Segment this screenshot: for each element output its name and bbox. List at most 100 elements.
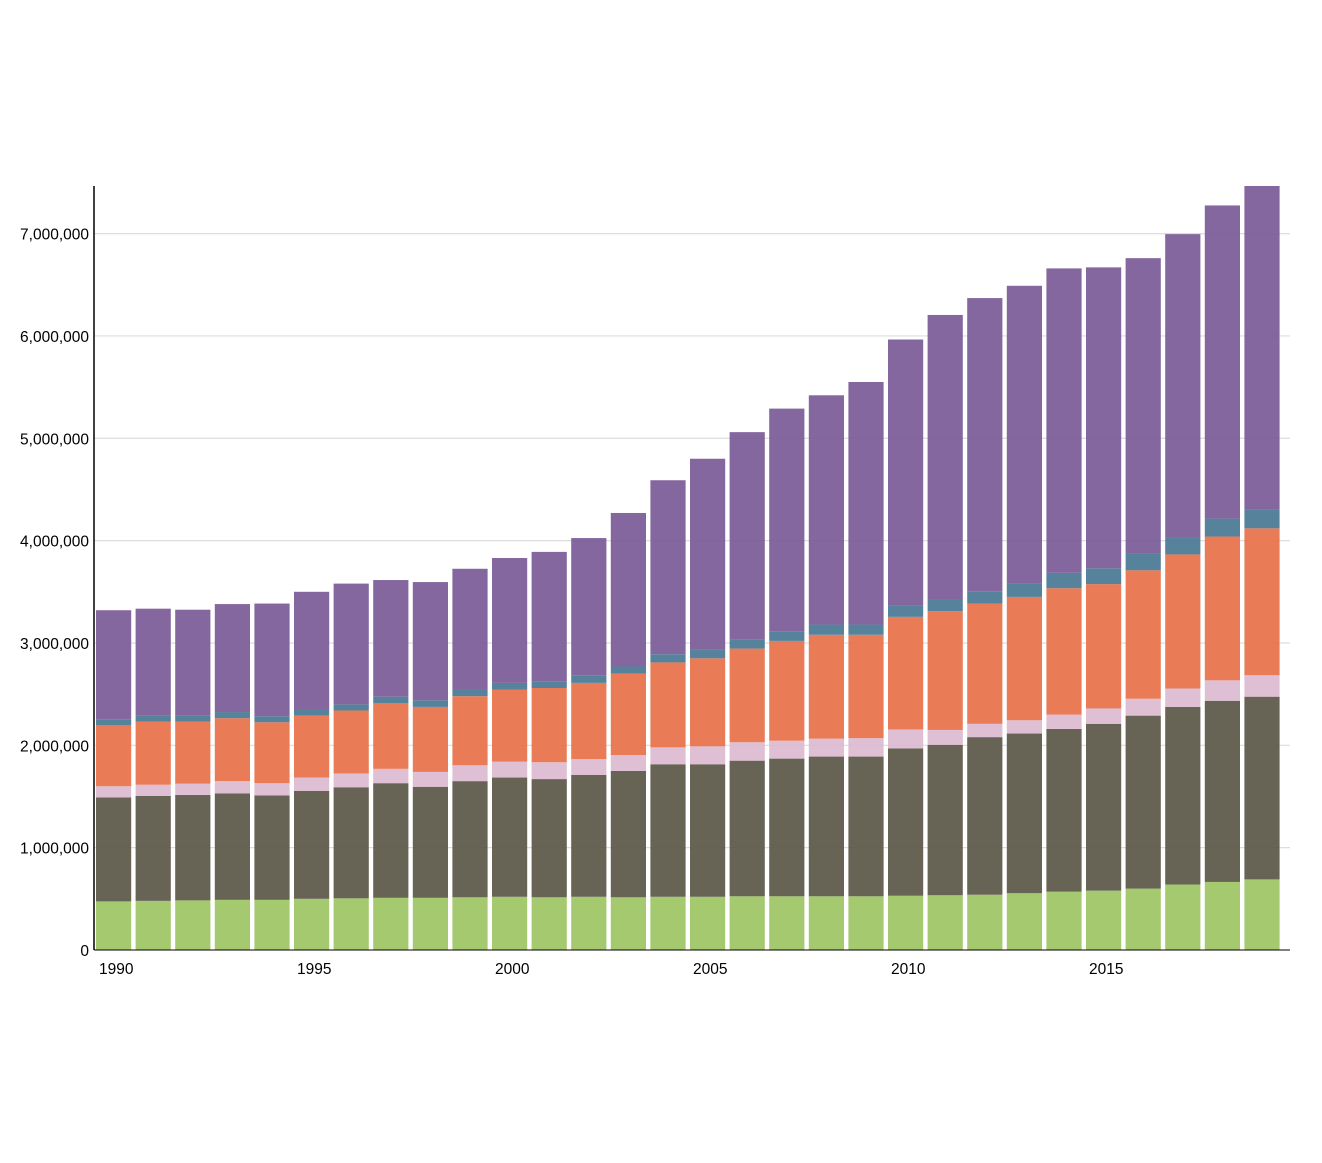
bar-segment [373, 696, 409, 704]
bar-segment [452, 765, 488, 782]
bar-segment [1244, 186, 1280, 510]
bar-segment [175, 609, 211, 716]
bar-segment [650, 654, 686, 663]
bar-segment [1006, 733, 1042, 894]
bar-segment [1086, 723, 1122, 891]
bar-segment [1165, 706, 1201, 885]
bar-segment [690, 649, 726, 659]
axes [93, 186, 1290, 951]
bar-segment [1244, 528, 1280, 676]
bar-segment [1086, 568, 1122, 585]
bar-segment [1204, 205, 1240, 519]
bar-segment [610, 770, 646, 898]
bar-segment [492, 777, 528, 897]
y-tick-label: 4,000,000 [20, 534, 89, 551]
bar-segment [729, 639, 765, 649]
bar-segment [650, 662, 686, 748]
bar-segment [571, 682, 607, 760]
bar-segment [175, 794, 211, 901]
bar-segment [808, 738, 844, 757]
bar-segment [927, 599, 963, 612]
bar-segment [294, 777, 330, 791]
bar-segment [650, 747, 686, 765]
bar-segment [1006, 583, 1042, 597]
bar-segment [769, 758, 805, 897]
bar-segment [1046, 572, 1082, 589]
bar-segment [967, 894, 1003, 950]
bar-segment [1086, 584, 1122, 709]
bar-segment [412, 897, 448, 950]
bar-segment [888, 339, 924, 606]
bar-segment [333, 710, 369, 774]
bar-segment [1244, 879, 1280, 950]
bar-segment [96, 725, 132, 787]
bar-segment [1125, 715, 1161, 889]
bar-segment [690, 458, 726, 650]
bar-segment [690, 746, 726, 765]
bar-segment [254, 899, 290, 950]
bar-segment [650, 480, 686, 655]
bar-segment [1165, 884, 1201, 950]
y-tick-label: 3,000,000 [20, 636, 89, 653]
bar-segment [175, 715, 211, 722]
bar-segment [888, 616, 924, 730]
bar-segment [333, 704, 369, 711]
bar-segment [967, 737, 1003, 895]
bar-segment [492, 558, 528, 683]
bar-segment [927, 314, 963, 600]
bar-segment [1244, 696, 1280, 880]
bar-segment [1165, 234, 1201, 538]
bar-segment [967, 603, 1003, 724]
bar-segment [412, 706, 448, 772]
bar-segment [1244, 509, 1280, 529]
bar-segment [571, 774, 607, 897]
bar-segment [135, 715, 171, 722]
bar-segment [1165, 537, 1201, 555]
bar-segment [96, 797, 132, 902]
bar-segment [967, 723, 1003, 738]
bar-segment [254, 722, 290, 784]
bar-segment [373, 580, 409, 697]
bar-segment [888, 748, 924, 896]
bar-segment [175, 721, 211, 784]
tick-labels: 0 1,000,000 2,000,000 3,000,000 4,000,000 5,0… [20, 227, 1123, 978]
bar-segment [1006, 720, 1042, 734]
bar-segment [729, 760, 765, 897]
bar-segment [214, 781, 250, 794]
bar-segment [531, 762, 567, 780]
bar-segment [175, 900, 211, 950]
y-tick-label: 1,000,000 [20, 841, 89, 858]
bar-segment [610, 512, 646, 667]
bar-segment [294, 898, 330, 950]
bar-segment [96, 901, 132, 950]
bar-segment [650, 764, 686, 897]
bar-segment [1125, 258, 1161, 554]
bar-segment [808, 634, 844, 739]
bar-segment [571, 538, 607, 676]
bar-segment [531, 897, 567, 950]
bar-segment [96, 719, 132, 726]
bar-segment [1125, 888, 1161, 950]
bar-segment [1046, 268, 1082, 573]
bar-segment [531, 687, 567, 763]
bar-segment [808, 896, 844, 950]
bar-segment [531, 779, 567, 898]
bar-segment [492, 689, 528, 762]
y-tick-label: 5,000,000 [20, 431, 89, 448]
bar-segment [808, 624, 844, 635]
bar-segment [333, 773, 369, 788]
bar-segment [254, 783, 290, 796]
bar-segment [254, 795, 290, 900]
bar-segment [412, 700, 448, 707]
bar-segment [610, 755, 646, 771]
bar-segment [1006, 285, 1042, 584]
bar-segment [848, 381, 884, 625]
bar-segment [214, 899, 250, 950]
bar-segment [373, 783, 409, 898]
bar-segment [492, 896, 528, 950]
bar-segment [254, 716, 290, 723]
bar-segment [333, 583, 369, 705]
bar-segment [214, 712, 250, 719]
